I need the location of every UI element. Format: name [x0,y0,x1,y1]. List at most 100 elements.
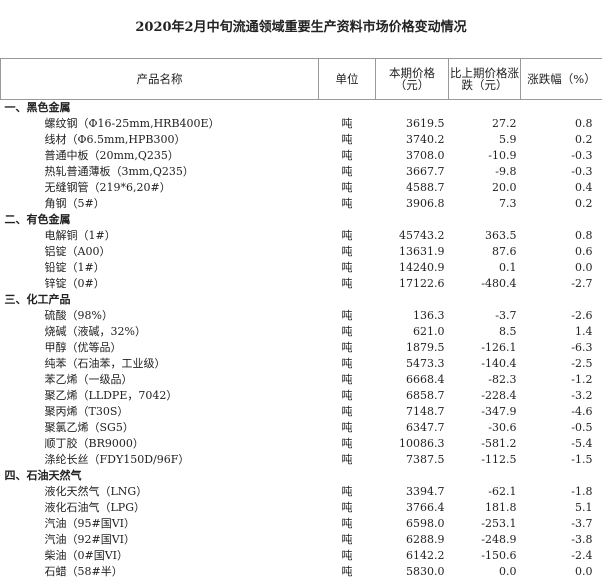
cell: 10086.3 [399,437,445,450]
cell: 普通中板（20mm,Q235） [44,149,179,162]
cell: 0.0 [575,565,593,578]
cell: 4588.7 [406,181,445,194]
cell: -3.8 [571,533,593,546]
cell: 热轧普通薄板（3mm,Q235） [44,165,194,178]
cell: 吨 [341,309,353,322]
cell: -1.5 [571,453,593,466]
section-title: 四、石油天然气 [4,469,82,482]
data-row: 聚丙烯（T30S） 吨 7148.7 -347.9 -4.6 [1,404,602,420]
cell: 1879.5 [406,341,445,354]
cell: -30.6 [488,421,517,434]
cell: 7148.7 [406,405,445,418]
data-row: 电解铜（1#） 吨 45743.2 363.5 0.8 [1,228,602,244]
cell: 无缝钢管（219*6,20#） [44,181,171,194]
cell: 吨 [341,565,353,578]
cell: 吨 [341,261,353,274]
cell: 吨 [341,357,353,370]
cell: -140.4 [481,357,517,370]
cell: -248.9 [481,533,517,546]
data-row: 汽油（92#国VI） 吨 6288.9 -248.9 -3.8 [1,532,602,548]
cell: -581.2 [481,437,517,450]
data-row: 铅锭（1#） 吨 14240.9 0.1 0.0 [1,260,602,276]
cell: 甲醇（优等品） [44,341,122,354]
cell: -2.5 [571,357,593,370]
column-header: 比上期价格涨跌（元） [448,58,521,100]
cell: 6668.4 [406,373,445,386]
cell: 石蜡（58#半） [44,565,123,578]
cell: 吨 [341,341,353,354]
cell: 顺丁胶（BR9000） [44,437,144,450]
cell: 液化天然气（LNG） [44,485,148,498]
data-row: 无缝钢管（219*6,20#） 吨 4588.7 20.0 0.4 [1,180,602,196]
section-title: 一、黑色金属 [4,101,71,114]
cell: 吨 [341,373,353,386]
cell: 烧碱（液碱，32%） [44,325,146,338]
cell: 0.2 [575,197,593,210]
section-title: 二、有色金属 [4,213,71,226]
cell: 纯苯（石油苯，工业级） [44,357,166,370]
cell: 吨 [341,181,353,194]
data-row: 汽油（95#国VI） 吨 6598.0 -253.1 -3.7 [1,516,602,532]
cell: 14240.9 [399,261,445,274]
column-header: 本期价格（元） [375,58,449,100]
cell: -0.3 [571,149,593,162]
cell: 吨 [341,453,353,466]
data-row: 角钢（5#） 吨 3906.8 7.3 0.2 [1,196,602,212]
cell: 13631.9 [399,245,445,258]
cell: 苯乙烯（一级品） [44,373,133,386]
cell: 涤纶长丝（FDY150D/96F） [44,453,190,466]
data-row: 聚氯乙烯（SG5） 吨 6347.7 -30.6 -0.5 [1,420,602,436]
cell: -10.9 [488,149,517,162]
data-row: 石蜡（58#半） 吨 5830.0 0.0 0.0 [1,564,602,580]
cell: -0.3 [571,165,593,178]
cell: 吨 [341,437,353,450]
cell: 角钢（5#） [44,197,105,210]
cell: 吨 [341,389,353,402]
section-row: 二、有色金属 [1,212,602,228]
cell: -112.5 [481,453,517,466]
cell: 吨 [341,133,353,146]
page-title: 2020年2月中旬流通领域重要生产资料市场价格变动情况 [135,20,467,35]
cell: 吨 [341,277,353,290]
cell: 27.2 [492,117,517,130]
cell: 聚氯乙烯（SG5） [44,421,134,434]
cell: 7.3 [499,197,517,210]
cell: 吨 [341,117,353,130]
cell: 液化石油气（LPG） [44,501,146,514]
cell: -2.6 [571,309,593,322]
cell: -2.7 [571,277,593,290]
cell: 87.6 [492,245,517,258]
cell: 0.6 [575,245,593,258]
section-row: 四、石油天然气 [1,468,602,484]
cell: -228.4 [481,389,517,402]
cell: -126.1 [481,341,517,354]
cell: 0.8 [575,229,593,242]
cell: 0.2 [575,133,593,146]
cell: 1.4 [575,325,593,338]
cell: -0.5 [571,421,593,434]
data-row: 甲醇（优等品） 吨 1879.5 -126.1 -6.3 [1,340,602,356]
cell: 45743.2 [399,229,445,242]
cell: 5473.3 [406,357,445,370]
data-row: 纯苯（石油苯，工业级） 吨 5473.3 -140.4 -2.5 [1,356,602,372]
cell: 柴油（0#国VI） [44,549,129,562]
table-body: 一、黑色金属 螺纹钢（Φ16-25mm,HRB400E） 吨 3619.5 27.2 0.… [1,100,602,581]
cell: 吨 [341,405,353,418]
cell: 5.1 [575,501,593,514]
data-row: 涤纶长丝（FDY150D/96F） 吨 7387.5 -112.5 -1.5 [1,452,602,468]
cell: 3394.7 [406,485,445,498]
cell: 3667.7 [406,165,445,178]
cell: -150.6 [481,549,517,562]
data-row: 液化石油气（LPG） 吨 3766.4 181.8 5.1 [1,500,602,516]
data-row: 顺丁胶（BR9000） 吨 10086.3 -581.2 -5.4 [1,436,602,452]
cell: -62.1 [488,485,517,498]
cell: 吨 [341,245,353,258]
cell: -5.4 [571,437,593,450]
cell: 聚丙烯（T30S） [44,405,129,418]
data-row: 聚乙烯（LLDPE，7042） 吨 6858.7 -228.4 -3.2 [1,388,602,404]
price-table: 产品名称 单位 本期价格（元） 比上期价格涨跌（元） 涨跌幅（%） 一、黑色金属 螺纹钢（… [0,58,602,580]
cell: 吨 [341,533,353,546]
section-row: 一、黑色金属 [1,100,602,117]
cell: 螺纹钢（Φ16-25mm,HRB400E） [44,117,220,130]
